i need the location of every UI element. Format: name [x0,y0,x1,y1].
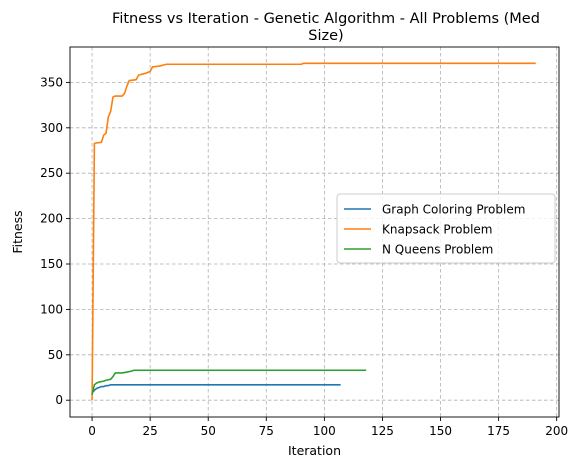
legend-label: N Queens Problem [382,243,493,257]
y-tick-label: 0 [55,393,63,407]
y-tick-label: 250 [40,166,63,180]
x-tick-label: 100 [313,424,336,438]
axis-ticks: 0 25 50 75 100 125 150 175 200 0 50 100 150 200 250 300… [40,75,568,438]
legend-label: Graph Coloring Problem [382,203,525,217]
plot-frame [69,46,560,418]
series-line-knapsack-problem [91,62,536,401]
x-tick-label: 125 [371,424,394,438]
chart-title-line-1: Fitness vs Iteration - Genetic Algorithm… [112,11,540,27]
series-line-n-queens-problem [91,369,367,395]
x-tick-label: 200 [545,424,568,438]
x-tick-label: 175 [487,424,510,438]
legend: Graph Coloring Problem Knapsack Problem N … [336,193,556,264]
grid-lines [70,47,559,417]
legend-items: Graph Coloring Problem Knapsack Problem N … [344,203,525,257]
y-tick-label: 50 [48,348,63,362]
series-layer [91,62,536,401]
chart-title-line-2: Size) [308,28,343,44]
y-tick-label: 350 [40,75,63,89]
y-tick-label: 150 [40,257,63,271]
x-tick-label: 150 [429,424,452,438]
y-axis-label: Fitness [10,210,25,253]
x-tick-label: 25 [143,424,158,438]
x-tick-label: 50 [201,424,216,438]
x-tick-label: 0 [88,424,96,438]
legend-box [336,193,556,264]
x-tick-label: 75 [259,424,274,438]
legend-label: Knapsack Problem [382,223,492,237]
series-line-graph-coloring-problem [91,383,341,394]
x-axis-label: Iteration [288,443,341,458]
y-tick-label: 200 [40,212,63,226]
y-tick-label: 300 [40,121,63,135]
y-tick-label: 100 [40,302,63,316]
